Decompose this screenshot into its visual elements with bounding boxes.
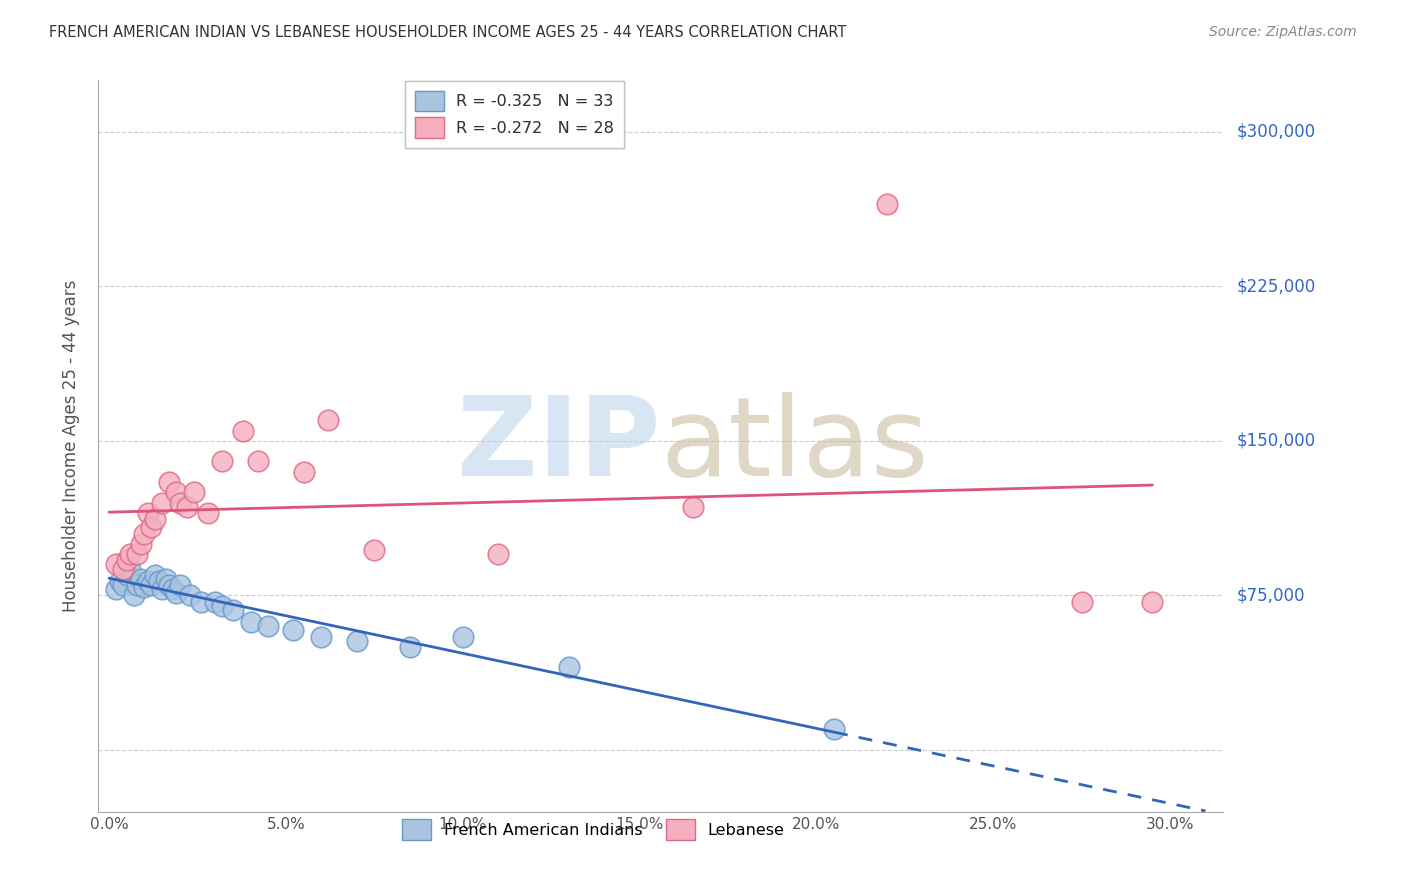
Text: $300,000: $300,000 [1237,123,1316,141]
Point [136,506,159,520]
Point [108,574,131,588]
Point [122,588,145,602]
Point [112,578,135,592]
Point [120,547,142,561]
Point [309,630,332,644]
Point [1070,594,1092,608]
Point [169,496,191,510]
Point [148,574,170,588]
Point [486,547,509,561]
Point [143,567,166,582]
Point [150,582,173,597]
Point [105,582,128,597]
Text: $75,000: $75,000 [1237,586,1306,605]
Point [239,615,262,629]
Point [363,543,385,558]
Point [682,500,704,514]
Point [179,588,201,602]
Point [165,586,187,600]
Point [162,582,184,597]
Point [346,633,368,648]
Point [115,567,138,582]
Point [204,594,226,608]
Point [232,424,254,438]
Point [318,413,340,427]
Point [150,496,173,510]
Point [129,572,152,586]
Point [143,512,166,526]
Point [105,558,128,572]
Point [136,574,159,588]
Point [1142,594,1164,608]
Point [257,619,280,633]
Point [127,578,149,592]
Point [115,553,138,567]
Text: $150,000: $150,000 [1237,432,1316,450]
Text: FRENCH AMERICAN INDIAN VS LEBANESE HOUSEHOLDER INCOME AGES 25 - 44 YEARS CORRELA: FRENCH AMERICAN INDIAN VS LEBANESE HOUSE… [49,25,846,40]
Point [169,578,191,592]
Point [398,640,420,654]
Point [190,594,212,608]
Point [281,624,304,638]
Point [141,578,163,592]
Legend: French American Indians, Lebanese: French American Indians, Lebanese [394,811,793,847]
Point [165,485,187,500]
Point [129,537,152,551]
Point [155,572,177,586]
Point [127,547,149,561]
Point [157,475,180,489]
Point [211,454,233,468]
Point [176,500,198,514]
Point [222,603,245,617]
Point [197,506,219,520]
Text: Source: ZipAtlas.com: Source: ZipAtlas.com [1209,25,1357,39]
Point [246,454,269,468]
Point [141,520,163,534]
Point [451,630,474,644]
Point [134,526,156,541]
Point [823,723,845,737]
Point [134,580,156,594]
Y-axis label: Householder Income Ages 25 - 44 years: Householder Income Ages 25 - 44 years [62,280,80,612]
Text: ZIP: ZIP [457,392,661,500]
Point [876,197,898,211]
Text: atlas: atlas [661,392,929,500]
Point [112,561,135,575]
Point [211,599,233,613]
Point [558,660,581,674]
Point [120,561,142,575]
Text: $225,000: $225,000 [1237,277,1316,295]
Point [292,465,315,479]
Point [157,578,180,592]
Point [183,485,205,500]
